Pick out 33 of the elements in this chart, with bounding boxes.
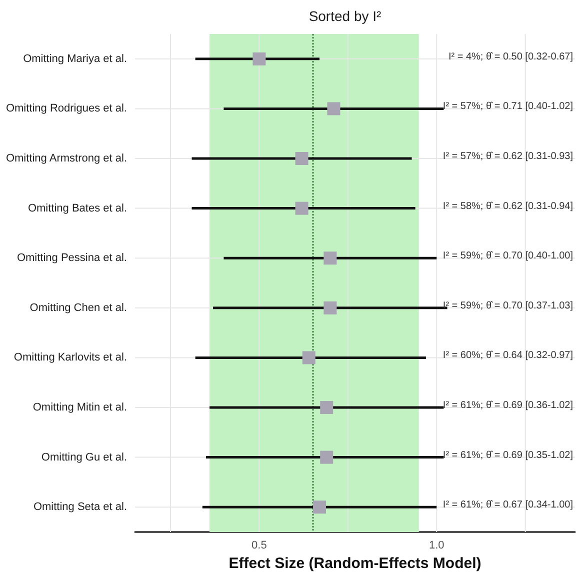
annotation: I² = 61%; θ̂ = 0.69 [0.35-1.02]: [442, 450, 574, 461]
annotation: I² = 4%; θ̂ = 0.50 [0.32-0.67]: [448, 51, 574, 62]
annotation: I² = 57%; θ̂ = 0.62 [0.31-0.93]: [442, 151, 574, 162]
point: [324, 301, 337, 314]
annotation: I² = 58%; θ̂ = 0.62 [0.31-0.94]: [442, 200, 574, 212]
point: [302, 351, 316, 364]
y-tick-label: Omitting Pessina et al.: [16, 252, 127, 264]
y-tick-label: Omitting Rodrigues et al.: [6, 102, 127, 115]
point: [295, 152, 308, 165]
point: [252, 52, 266, 66]
annotation: I² = 60%; θ̂ = 0.64 [0.32-0.97]: [442, 350, 574, 362]
annotation: I² = 57%; θ̂ = 0.71 [0.40-1.02]: [442, 101, 574, 112]
y-tick-label: Omitting Bates et al.: [28, 202, 127, 214]
point: [313, 500, 326, 514]
annotation: I² = 61%; θ̂ = 0.67 [0.34-1.00]: [442, 500, 574, 511]
point: [324, 252, 337, 265]
annotation: I² = 59%; θ̂ = 0.70 [0.40-1.00]: [442, 250, 574, 262]
x-tick-label: 1.0: [428, 540, 444, 552]
point: [320, 401, 334, 414]
y-tick-label: Omitting Gu et al.: [41, 451, 127, 464]
x-axis-title: Effect Size (Random-Effects Model): [228, 555, 482, 572]
y-tick-label: Omitting Chen et al.: [30, 302, 127, 314]
point: [320, 450, 334, 464]
point: [327, 102, 340, 116]
chart-title: Sorted by I²: [308, 8, 382, 24]
y-tick-label: Omitting Armstrong et al.: [6, 152, 127, 164]
y-tick-label: Omitting Mitin et al.: [32, 402, 127, 414]
y-tick-label: Omitting Seta et al.: [33, 501, 127, 514]
point: [295, 202, 308, 215]
annotation: I² = 61%; θ̂ = 0.69 [0.36-1.02]: [442, 400, 574, 411]
y-tick-label: Omitting Mariya et al.: [23, 52, 127, 65]
x-tick-label: 0.5: [252, 540, 267, 552]
y-tick-label: Omitting Karlovits et al.: [14, 352, 127, 364]
